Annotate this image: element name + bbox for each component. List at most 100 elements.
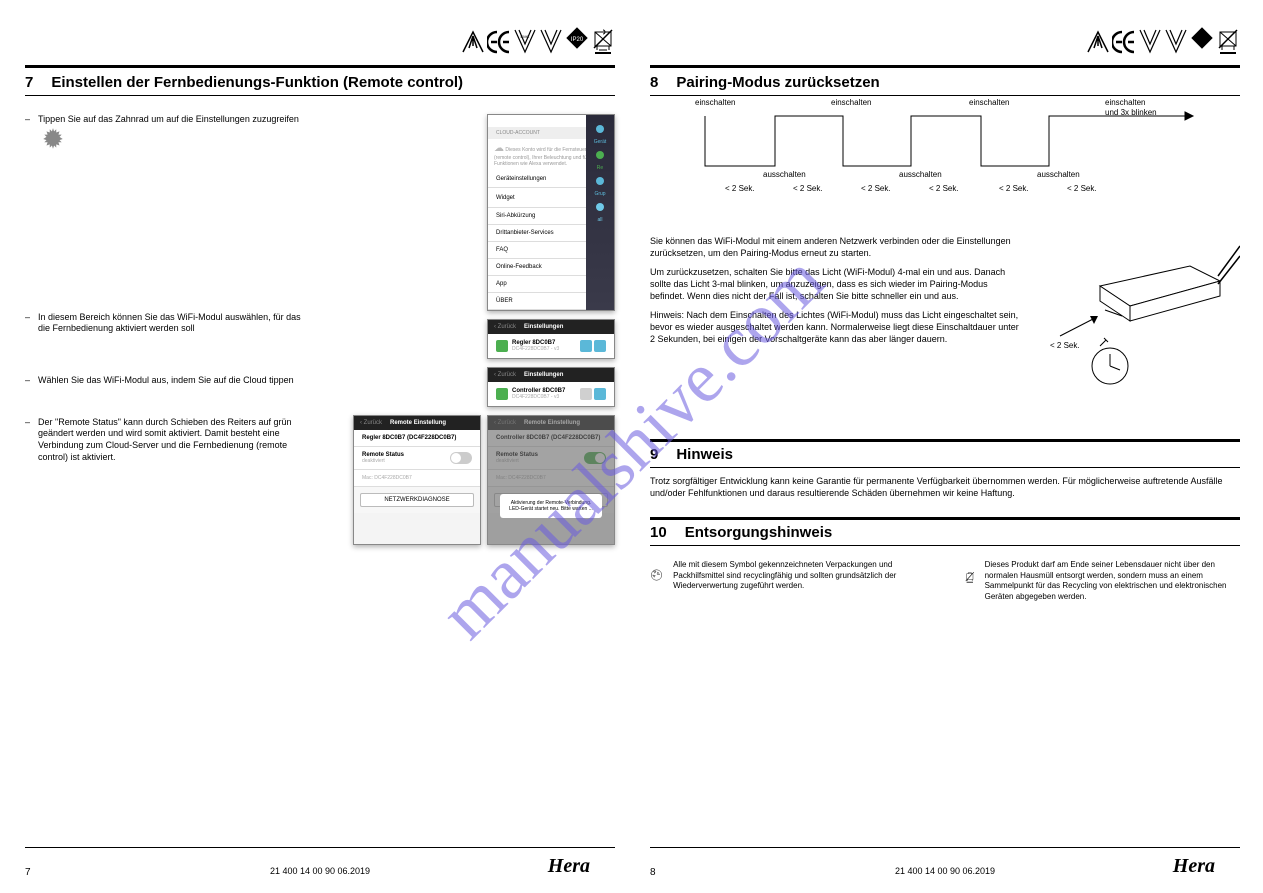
sidebar-strip: Gerät Re Grup all <box>586 115 614 310</box>
section-title-row: 7 Einstellen der Fernbedienungs-Funktion… <box>25 74 615 91</box>
rule-top <box>25 65 615 68</box>
pulse-label: ausschalten <box>899 170 942 179</box>
recycle-icon <box>650 560 663 590</box>
pulse-label: ausschalten <box>763 170 806 179</box>
side-label: Gerät <box>594 139 607 145</box>
footer-rule <box>25 847 615 848</box>
pulse-timing: < 2 Sek. <box>929 184 959 193</box>
pulse-label: einschalten <box>969 98 1009 107</box>
status-icon <box>580 388 592 400</box>
pulse-label: ausschalten <box>1037 170 1080 179</box>
vde-emc-icon <box>1138 26 1162 54</box>
status-icon <box>594 388 606 400</box>
cert-row-right <box>650 20 1240 60</box>
footer-code: 21 400 14 00 90 06.2019 <box>270 866 370 876</box>
reset-desc: Um zurückzusetzen, schalten Sie bitte da… <box>650 267 1020 302</box>
cert-row-left: EMC IP20 <box>25 20 615 60</box>
ip20-icon <box>1190 26 1214 54</box>
device-icon <box>496 340 508 352</box>
section-num: 10 <box>650 524 667 541</box>
device-diagram: < 2 Sek. <box>1040 236 1240 421</box>
step-bullet: – <box>25 114 30 126</box>
rcm-icon <box>461 26 485 54</box>
screenshot-remote-off: ‹ ZurückRemote Einstellung Regler 8DC0B7… <box>353 415 481 545</box>
step-2-text: In diesem Bereich können Sie das WiFi-Mo… <box>38 312 315 335</box>
rule-top <box>650 65 1240 68</box>
pulse-timing: < 2 Sek. <box>793 184 823 193</box>
step-4-text: Der "Remote Status" kann durch Schieben … <box>38 417 315 464</box>
section-title: Entsorgungshinweis <box>685 524 833 541</box>
status-icon <box>580 340 592 352</box>
svg-text:EMC: EMC <box>521 34 530 39</box>
device-sub: DC4F228DC0B7 - v3 <box>512 346 559 352</box>
weee-icon <box>591 26 615 54</box>
popup-message: Aktivierung der Remote-Verbindung. LED-G… <box>500 494 602 518</box>
pulse-label: einschalten <box>831 98 871 107</box>
page-number: 8 <box>650 867 656 878</box>
status-icon <box>594 340 606 352</box>
pulse-timing: < 2 Sek. <box>1067 184 1097 193</box>
netdiag-button[interactable]: NETZWERKDIAGNOSE <box>360 493 474 507</box>
side-label: all <box>597 217 602 223</box>
page-left: EMC IP20 7 Einstellen der Fernbedienungs… <box>25 20 615 880</box>
back-label: ‹ Zurück <box>494 324 516 330</box>
step-bullet: – <box>25 417 30 429</box>
section-title: Pairing-Modus zurücksetzen <box>676 74 879 91</box>
pulse-timing: < 2 Sek. <box>861 184 891 193</box>
section-title: Hinweis <box>676 446 733 463</box>
gear-icon <box>40 126 66 152</box>
device-icon <box>496 388 508 400</box>
weee-icon <box>965 560 975 594</box>
device-sub: DC4F228DC0B7 - v3 <box>512 394 559 400</box>
ce-icon <box>487 26 511 54</box>
footer-code: 21 400 14 00 90 06.2019 <box>895 866 995 876</box>
vde-icon <box>1164 26 1188 54</box>
screenshot-controller: ‹ ZurückEinstellungen Controller 8DC0B7D… <box>487 367 615 407</box>
screenshots-column: CLOUD-ACCOUNT ☁ Dieses Konto wird für di… <box>335 114 615 545</box>
side-dot <box>596 203 604 211</box>
side-label: Re <box>597 165 603 171</box>
reset-note: Hinweis: Nach dem Einschalten des Lichte… <box>650 310 1020 345</box>
disposal-text-2: Dieses Produkt darf am Ende seiner Leben… <box>985 560 1240 602</box>
step-3-text: Wählen Sie das WiFi-Modul aus, indem Sie… <box>38 375 315 387</box>
rule-under-title <box>25 95 615 96</box>
device-timing-label: < 2 Sek. <box>1050 341 1080 350</box>
header-title: Einstellungen <box>524 372 563 378</box>
pulse-label: einschalten <box>1105 98 1145 107</box>
reset-text-col: Sie können das WiFi-Modul mit einem ande… <box>650 236 1020 421</box>
step-1-span: Tippen Sie auf das Zahnrad um auf die Ei… <box>38 114 299 124</box>
brand-logo: Hera <box>1173 855 1215 878</box>
side-dot <box>596 177 604 185</box>
status-sub: deaktiviert <box>362 458 385 464</box>
pulse-label: und 3x blinken <box>1105 108 1157 117</box>
weee-icon <box>1216 26 1240 54</box>
step-bullet: – <box>25 312 30 324</box>
page-number: 7 <box>25 867 31 878</box>
section-title: Einstellen der Fernbedienungs-Funktion (… <box>51 74 463 91</box>
section-num: 9 <box>650 446 658 463</box>
ip20-icon: IP20 <box>565 26 589 54</box>
reset-intro: Sie können das WiFi-Modul mit einem ande… <box>650 236 1020 259</box>
status-toggle[interactable] <box>450 452 472 464</box>
list-label: Widget <box>496 195 515 201</box>
header-title: Remote Einstellung <box>390 420 446 426</box>
ce-icon <box>1112 26 1136 54</box>
rule-section <box>650 517 1240 520</box>
pulse-label: einschalten <box>695 98 735 107</box>
step-bullet: – <box>25 375 30 387</box>
side-dot <box>596 125 604 133</box>
pulse-timing: < 2 Sek. <box>999 184 1029 193</box>
brand-logo: Hera <box>548 855 590 878</box>
side-label: Grup <box>594 191 605 197</box>
footer-rule <box>650 847 1240 848</box>
step-1-text: Tippen Sie auf das Zahnrad um auf die Ei… <box>38 114 315 152</box>
rule-section <box>650 439 1240 442</box>
device-title: Regler 8DC0B7 (DC4F228DC0B7) <box>362 435 456 441</box>
section-num: 8 <box>650 74 658 91</box>
header-title: Einstellungen <box>524 324 563 330</box>
mac-label: Mac: DC4F228DC0B7 <box>354 470 480 487</box>
pulse-diagram: einschalten ausschalten einschalten auss… <box>685 106 1205 226</box>
steps-column: – Tippen Sie auf das Zahnrad um auf die … <box>25 114 315 545</box>
vde-emc-icon: EMC <box>513 26 537 54</box>
vde-icon <box>539 26 563 54</box>
